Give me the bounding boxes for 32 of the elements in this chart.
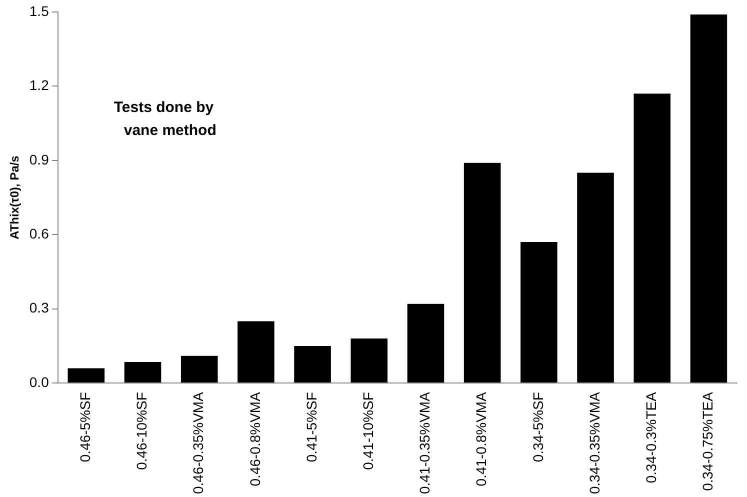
bar xyxy=(634,94,670,383)
x-tick-label: 0.41-5%SF xyxy=(303,392,320,462)
bar xyxy=(124,362,162,383)
bar xyxy=(690,14,728,383)
x-tick-label: 0.41-0.35%VMA xyxy=(416,391,433,494)
x-tick-label: 0.46-5%SF xyxy=(77,392,94,462)
x-tick-label: 0.46-10%SF xyxy=(134,392,150,470)
bar xyxy=(520,242,558,383)
x-tick-label: 0.34-5%SF xyxy=(530,392,546,462)
y-tick-label: 1.5 xyxy=(29,2,50,19)
bar xyxy=(238,321,274,383)
bar xyxy=(294,346,331,383)
bar xyxy=(577,172,614,383)
y-tick-label: 0.0 xyxy=(29,374,50,390)
annotation: Tests done by vane method xyxy=(114,99,216,139)
x-tick-label: 0.34-0.75%TEA xyxy=(700,391,716,491)
y-axis-title: AThix(τ0), Pa/s xyxy=(8,155,22,240)
x-tick-label: 0.34-0.35%VMA xyxy=(586,391,602,494)
y-tick-label: 0.9 xyxy=(29,151,50,168)
y-tick-label: 0.6 xyxy=(29,225,50,242)
y-tick-label: 0.3 xyxy=(29,300,50,316)
bar xyxy=(180,356,218,383)
x-tick-label: 0.41-0.8%VMA xyxy=(473,391,490,486)
x-tick-label: 0.46-0.35%VMA xyxy=(190,391,206,494)
bar xyxy=(68,368,105,383)
x-tick-label: 0.34-0.3%TEA xyxy=(642,391,659,484)
bar xyxy=(350,338,388,383)
x-tick-label: 0.41-10%SF xyxy=(360,392,376,470)
y-tick-label: 1.2 xyxy=(29,77,50,94)
bar xyxy=(407,304,444,383)
x-tick-label: 0.46-0.8%VMA xyxy=(246,391,263,486)
bar xyxy=(464,162,501,383)
